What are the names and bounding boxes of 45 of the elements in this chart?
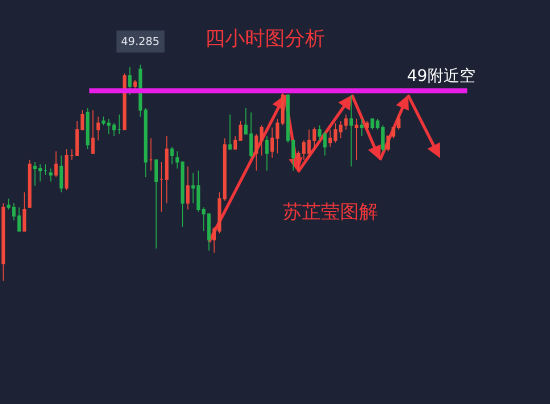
candlestick xyxy=(349,94,354,167)
candlestick xyxy=(28,159,32,208)
candlestick xyxy=(244,108,248,134)
candlestick xyxy=(238,120,242,141)
annotation: 苏芷莹图解 xyxy=(283,201,378,223)
candlestick xyxy=(260,124,264,156)
candlestick xyxy=(176,150,180,170)
candlestick xyxy=(180,162,184,228)
candlestick xyxy=(48,168,53,182)
candlestick xyxy=(38,164,42,182)
candlestick xyxy=(96,116,100,141)
candlestick xyxy=(144,108,148,178)
candlestick xyxy=(254,133,258,172)
candlestick xyxy=(360,118,364,137)
candlestick xyxy=(60,155,64,193)
candlestick xyxy=(86,108,90,150)
candlestick xyxy=(160,162,164,212)
candlestick xyxy=(164,136,169,204)
candlestick xyxy=(149,138,153,172)
candlestick xyxy=(118,114,122,134)
candlestick xyxy=(22,192,26,232)
candlestick xyxy=(228,114,232,150)
candlestick xyxy=(365,120,369,130)
candlestick xyxy=(128,66,132,96)
candlestick xyxy=(154,159,158,249)
candlestick xyxy=(70,148,74,160)
candlestick xyxy=(280,92,285,126)
candlestick xyxy=(265,136,269,172)
candlestick xyxy=(91,110,95,154)
candlestick xyxy=(354,118,358,160)
chart-title: 四小时图分析 xyxy=(205,26,325,50)
candlestick xyxy=(44,164,48,176)
annotation: 49.285 xyxy=(121,35,160,48)
candlestick xyxy=(370,118,374,130)
candlestick xyxy=(33,162,37,186)
candlestick xyxy=(186,166,190,210)
candlestick xyxy=(64,148,68,191)
candlestick xyxy=(170,146,174,165)
candlestick xyxy=(249,112,253,158)
candlestick xyxy=(54,150,58,178)
candlestick xyxy=(396,114,400,130)
ref-line-label: 49附近空 xyxy=(407,66,476,85)
candlestick xyxy=(2,202,6,282)
candlestick xyxy=(233,136,238,150)
candlestick xyxy=(17,206,21,232)
